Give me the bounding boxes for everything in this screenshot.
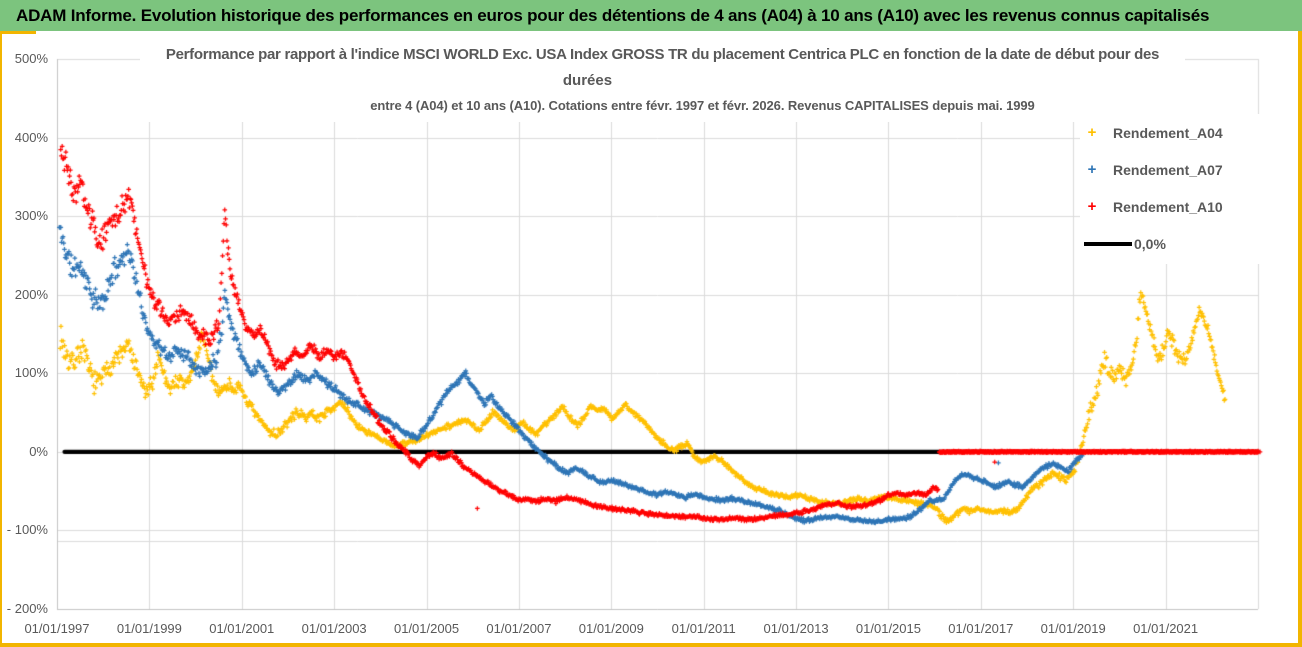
legend-label: Rendement_A10 — [1113, 198, 1223, 215]
x-tick-label: 01/01/2003 — [301, 621, 367, 636]
legend-item-rendement-a10: + Rendement_A10 — [1080, 188, 1266, 225]
plus-marker-icon: + — [1087, 198, 1097, 215]
x-tick-label: 01/01/2017 — [948, 621, 1014, 636]
y-tick-label: 200% — [14, 286, 48, 302]
x-tick-label: 01/01/2009 — [578, 621, 644, 636]
y-tick-label: 0% — [29, 443, 48, 459]
y-tick-label: 100% — [14, 365, 48, 381]
y-tick-label: 300% — [14, 208, 48, 224]
legend-label: Rendement_A04 — [1113, 124, 1223, 141]
x-tick-label: 01/01/2007 — [486, 621, 552, 636]
legend-item-rendement-a04: + Rendement_A04 — [1080, 114, 1266, 151]
x-tick-label: 01/01/2005 — [393, 621, 460, 636]
header-banner: ADAM Informe. Evolution historique des p… — [0, 0, 1302, 31]
header-title: ADAM Informe. Evolution historique des p… — [16, 5, 1210, 25]
chart-legend: + Rendement_A04 + Rendement_A07 + Rendem… — [1080, 114, 1266, 264]
x-tick-label: 01/01/2015 — [855, 621, 921, 636]
x-tick-label: 01/01/2001 — [209, 621, 275, 636]
plus-marker-icon: + — [1087, 124, 1097, 141]
y-tick-label: - 100% — [6, 522, 48, 538]
legend-item-zero-line: 0,0% — [1080, 225, 1266, 262]
zero-line-marker-icon — [1084, 241, 1132, 246]
x-tick-label: 01/01/2019 — [1040, 621, 1106, 636]
legend-item-rendement-a07: + Rendement_A07 — [1080, 151, 1266, 188]
legend-label: Rendement_A07 — [1113, 161, 1223, 178]
y-tick-label: 500% — [14, 51, 48, 66]
x-tick-label: 01/01/2013 — [763, 621, 829, 636]
x-tick-label: 01/01/2021 — [1133, 621, 1199, 636]
plus-marker-icon: + — [1087, 161, 1097, 178]
x-tick-label: 01/01/1997 — [24, 621, 90, 636]
x-tick-label: 01/01/1999 — [116, 621, 182, 636]
y-tick-label: 400% — [14, 129, 48, 145]
chart-title-line3: entre 4 (A04) et 10 ans (A10). Cotations… — [370, 98, 1035, 113]
chart-title-line2: durées — [562, 72, 613, 89]
chart-title-line1: Performance par rapport à l'indice MSCI … — [165, 46, 1160, 63]
x-tick-label: 01/01/2011 — [671, 621, 736, 636]
legend-label: 0,0% — [1134, 235, 1166, 252]
y-tick-label: - 200% — [6, 601, 48, 616]
chart-title-block: Performance par rapport à l'indice MSCI … — [140, 44, 1185, 122]
gold-frame-top-segment — [0, 31, 36, 34]
